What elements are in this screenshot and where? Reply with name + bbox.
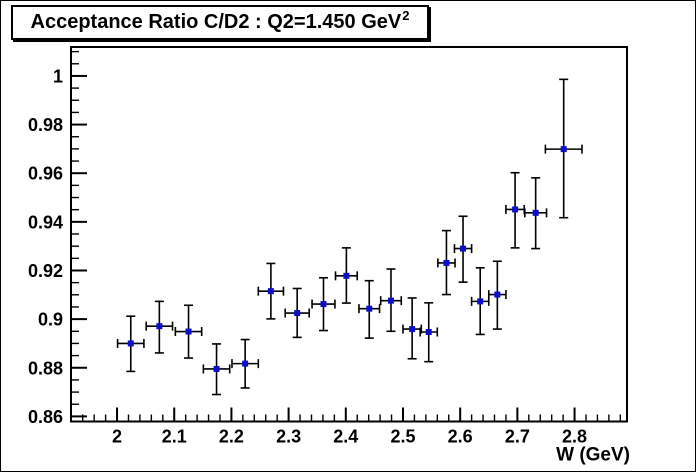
data-marker [343, 272, 350, 279]
data-marker [387, 297, 394, 304]
data-marker [532, 209, 539, 216]
y-tick-label: 0.98 [28, 115, 63, 135]
y-tick-label: 0.86 [28, 407, 63, 427]
x-tick-label: 2.2 [219, 427, 244, 447]
data-marker [127, 340, 134, 347]
data-marker [185, 328, 192, 335]
y-tick-label: 0.96 [28, 164, 63, 184]
plot-frame [70, 46, 628, 423]
y-tick-label: 0.94 [28, 212, 63, 232]
x-tick-label: 2.3 [276, 427, 301, 447]
plot-title-box: Acceptance Ratio C/D2 : Q2=1.450 GeV 2 [11, 5, 429, 40]
x-tick-label: 2 [112, 427, 122, 447]
data-marker [156, 323, 163, 330]
y-tick-label: 0.88 [28, 358, 63, 378]
data-marker [425, 329, 432, 336]
x-tick-label: 2.5 [390, 427, 415, 447]
y-tick-label: 0.9 [38, 310, 63, 330]
data-marker [512, 206, 519, 213]
plot-title-superscript: 2 [402, 8, 410, 23]
y-tick-label: 0.92 [28, 261, 63, 281]
x-tick-label: 2.6 [448, 427, 473, 447]
data-marker [460, 245, 467, 252]
data-marker [320, 301, 327, 308]
x-tick-label: 2.1 [162, 427, 187, 447]
data-marker [213, 365, 220, 372]
x-axis-title: W (GeV) [556, 445, 630, 466]
x-tick-label: 2.8 [562, 427, 587, 447]
data-marker [560, 146, 567, 153]
data-marker [443, 259, 450, 266]
plot-title-text: Acceptance Ratio C/D2 : Q2=1.450 GeV [30, 11, 402, 33]
data-marker [242, 360, 249, 367]
x-tick-label: 2.7 [505, 427, 530, 447]
data-marker [366, 305, 373, 312]
data-marker [477, 298, 484, 305]
data-marker [267, 288, 274, 295]
data-marker [494, 291, 501, 298]
y-tick-label: 1 [53, 66, 63, 86]
data-marker [409, 326, 416, 333]
data-marker [294, 310, 301, 317]
x-tick-label: 2.4 [333, 427, 358, 447]
